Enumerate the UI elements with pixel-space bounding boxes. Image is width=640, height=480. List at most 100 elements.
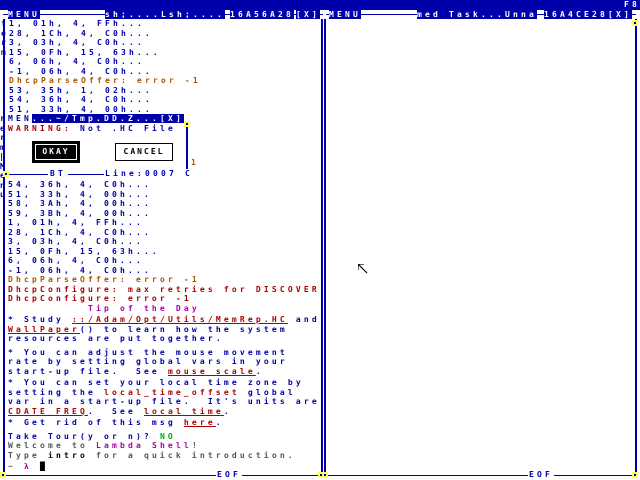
text-segment: * You can set your local time zone by xyxy=(8,378,304,387)
text-segment: start-up file. See xyxy=(8,366,168,376)
log-line: DhcpParseOffer: error -1 xyxy=(8,275,320,285)
log-line: * Get rid of this msg here. xyxy=(8,418,320,428)
resize-handle[interactable] xyxy=(322,472,328,478)
popup-title: ...~/Tmp.DD.Z... xyxy=(32,114,160,123)
resize-handle[interactable] xyxy=(3,171,9,177)
log-line: 28, 1Ch, 4, C0h... xyxy=(8,228,320,238)
left-menu-button[interactable]: MENU xyxy=(8,9,40,19)
log-line: 3, 03h, 4, C0h... xyxy=(8,237,320,247)
text-segment xyxy=(32,462,40,471)
text-segment: . See xyxy=(87,406,144,416)
text-segment: . xyxy=(223,406,232,416)
log-line: ~ λ █ xyxy=(8,462,320,472)
warning-label: WARNING: xyxy=(8,124,72,133)
popup-close-button[interactable]: [X] xyxy=(159,114,184,123)
text-segment: |6, 06h, 4, C0h... xyxy=(1,57,145,66)
text-segment: Lambda Shell xyxy=(95,441,192,450)
log-line: |54, 36h, 4, C0h... xyxy=(1,95,201,105)
text-segment: e28, 1Ch, 4, C0h... xyxy=(1,28,153,38)
text-segment: for a quick introduction. xyxy=(87,450,296,460)
text-segment: setting the xyxy=(8,387,104,397)
log-line: f1, 01h, 4, FFh... xyxy=(1,19,201,29)
right-scrollbar[interactable] xyxy=(635,19,637,475)
right-close-button[interactable]: [X] xyxy=(608,9,632,19)
resize-handle[interactable] xyxy=(0,472,6,478)
link[interactable]: ::/Adam/Opt/Utils/MemRep.HC xyxy=(71,315,288,324)
log-line: e28, 1Ch, 4, C0h... xyxy=(1,29,201,39)
log-line: 54, 36h, 4, C0h... xyxy=(8,180,320,190)
cancel-button[interactable]: CANCEL xyxy=(115,143,173,161)
log-line: DhcpConfigure: error -1 xyxy=(8,294,320,304)
log-line: start-up file. See mouse scale. xyxy=(8,367,320,377)
log-output-bottom: 54, 36h, 4, C0h... 51, 33h, 4, 00h... 58, … xyxy=(8,180,320,472)
log-line: Welcome to Lambda Shell! xyxy=(8,441,320,451)
text-segment: DhcpParseOffer: error -1 xyxy=(8,275,200,284)
log-line: r3, 03h, 4, C0h... xyxy=(1,38,201,48)
text-segment: rate by setting global vars in your xyxy=(8,357,288,366)
warning-text: Not .HC File xyxy=(71,124,176,133)
log-line: 6, 06h, 4, C0h... xyxy=(8,256,320,266)
link[interactable]: mouse scale xyxy=(167,366,256,376)
right-window-title: med Task...Unna xyxy=(417,9,537,19)
text-segment: 58, 3Ah, 4, 00h... xyxy=(8,199,152,208)
text-segment: |51, 33h, 4, 00h... xyxy=(1,104,153,114)
log-line: |DhcpParseOffer: error -1 xyxy=(1,76,201,86)
log-line: DhcpConfigure: max retries for DISCOVER xyxy=(8,285,320,295)
log-line: WallPaper() to learn how the system xyxy=(8,325,320,335)
log-output-top: f1, 01h, 4, FFh... e28, 1Ch, 4, C0h... r3,… xyxy=(1,19,201,114)
text-segment: r3, 03h, 4, C0h... xyxy=(1,38,145,47)
text-segment: Tip of the Day xyxy=(8,303,200,313)
log-line: rate by setting global vars in your xyxy=(8,357,320,367)
left-scrollbar[interactable] xyxy=(321,19,323,475)
log-line: 59, 3Bh, 4, 00h... xyxy=(8,209,320,219)
right-window-id: 16A4CE28 xyxy=(544,9,608,19)
okay-button[interactable]: OKAY xyxy=(35,144,77,160)
log-line: |51, 33h, 4, 00h... xyxy=(1,105,201,115)
text-segment: intro xyxy=(47,450,88,460)
link[interactable]: here xyxy=(183,418,216,427)
text-segment: -1, 06h, 4, C0h... xyxy=(8,265,152,275)
text-segment: λ xyxy=(24,462,32,471)
link[interactable]: WallPaper xyxy=(8,324,80,334)
text-segment: █ xyxy=(40,462,48,471)
text-segment: . xyxy=(215,418,224,427)
log-line: CDATE_FREQ. See local time. xyxy=(8,407,320,417)
text-segment: | xyxy=(1,76,9,85)
log-line: m15, 0Fh, 15, 63h... xyxy=(1,48,201,58)
resize-handle[interactable] xyxy=(184,121,190,127)
resize-handle[interactable] xyxy=(632,472,638,478)
text-segment: () to learn how the system xyxy=(79,324,288,334)
text-segment: Welcome to xyxy=(8,441,96,450)
popup-menu-button[interactable]: MEN xyxy=(8,114,32,123)
text-segment: |-1, 06h, 4, C0h... xyxy=(1,66,153,76)
log-line: Type intro for a quick introduction. xyxy=(8,451,320,461)
text-segment: DhcpConfigure: error -1 xyxy=(8,294,192,303)
right-footer: EOF xyxy=(528,470,554,480)
left-close-button[interactable]: [X] xyxy=(296,9,320,19)
link[interactable]: CDATE_FREQ xyxy=(8,406,88,416)
text-segment: 59, 3Bh, 4, 00h... xyxy=(8,208,152,218)
log-line: * Study ::/Adam/Opt/Utils/MemRep.HC and xyxy=(8,315,320,325)
resize-handle[interactable] xyxy=(632,20,638,26)
log-line: * You can set your local time zone by xyxy=(8,378,320,388)
log-line: 51, 33h, 4, 00h... xyxy=(8,190,320,200)
text-segment: var in a start-up file. It's units are xyxy=(8,397,320,406)
text-segment: 28, 1Ch, 4, C0h... xyxy=(8,227,152,237)
link[interactable]: local time xyxy=(143,406,224,416)
text-segment: 3, 03h, 4, C0h... xyxy=(8,237,144,246)
log-line: * You can adjust the mouse movement xyxy=(8,348,320,358)
popup-scrollbar[interactable] xyxy=(186,124,188,170)
text-segment: resources are put together. xyxy=(8,334,224,343)
text-segment: * You can adjust the mouse movement xyxy=(8,347,288,357)
log-line: Tip of the Day xyxy=(8,304,320,314)
log-line: 15, 0Fh, 15, 63h... xyxy=(8,247,320,257)
text-segment: ~ xyxy=(8,462,24,471)
text-segment: f1, 01h, 4, FFh... xyxy=(1,19,145,28)
text-segment: and xyxy=(287,315,320,324)
right-menu-button[interactable]: MENU xyxy=(329,9,361,19)
text-segment: global xyxy=(239,387,296,397)
log-line: |53, 35h, 1, 02h... xyxy=(1,86,201,96)
text-segment: * Study xyxy=(8,315,72,324)
popup-side-mark: 1 xyxy=(191,158,199,167)
text-segment: ! xyxy=(191,441,200,450)
